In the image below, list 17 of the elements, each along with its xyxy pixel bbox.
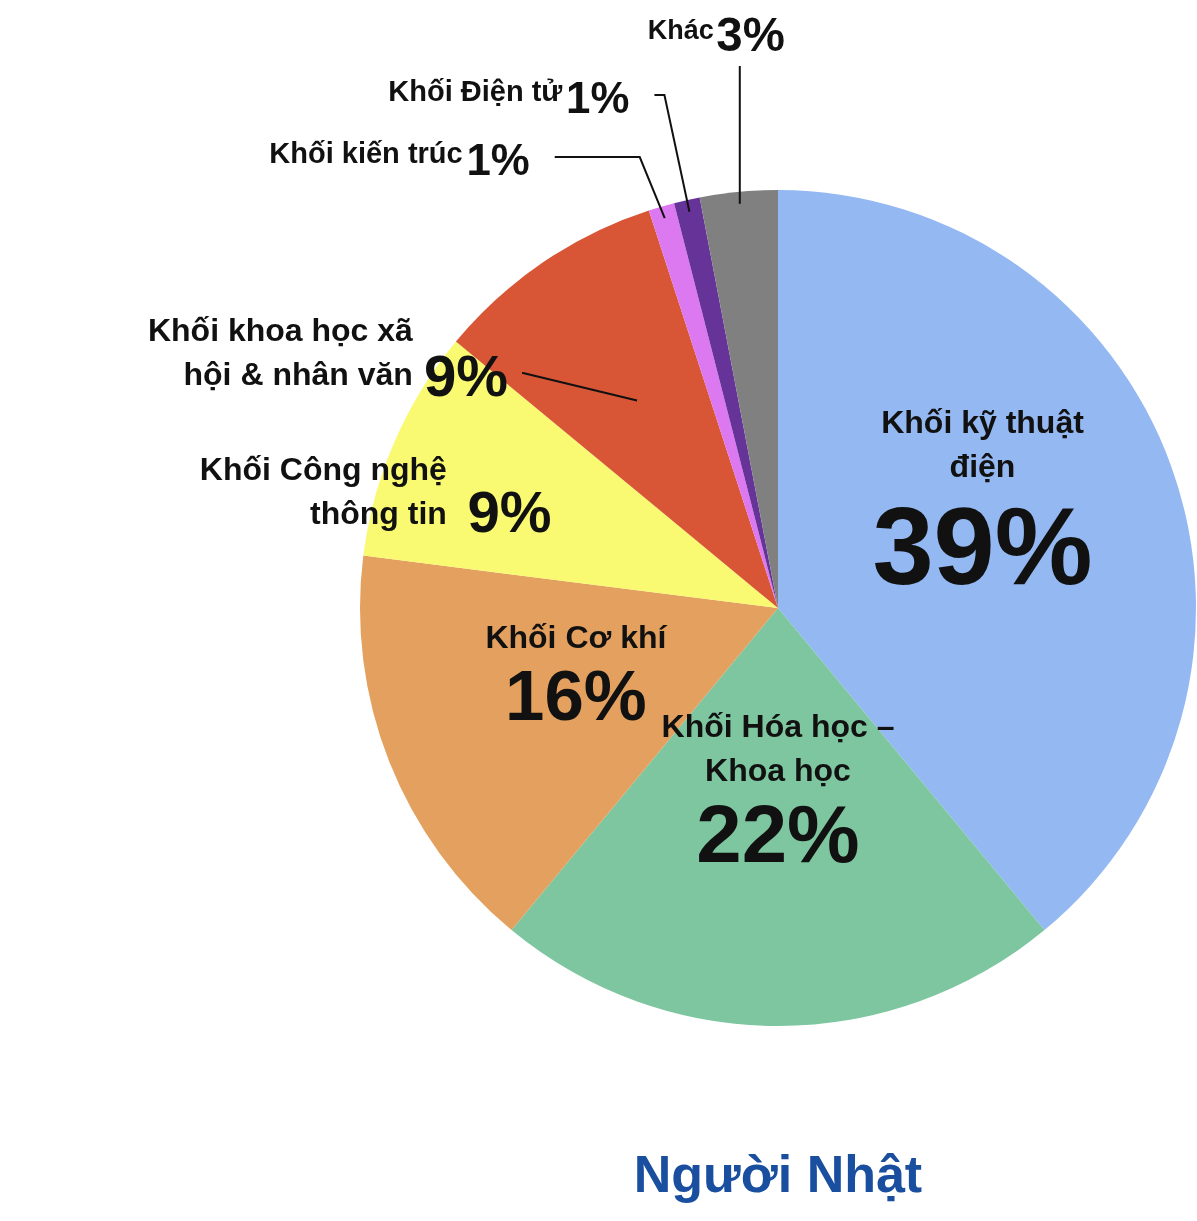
data-label: 9% xyxy=(467,479,552,545)
data-label: 39% xyxy=(872,483,1093,607)
slice-label: Khối Cơ khí xyxy=(485,619,668,656)
pie-slice xyxy=(699,190,778,608)
data-label: 1% xyxy=(566,73,630,122)
slice-label: Khác xyxy=(647,15,714,45)
data-label: 3% xyxy=(716,8,785,61)
data-label: 16% xyxy=(505,655,647,735)
text: Người Nhật xyxy=(633,1145,923,1203)
data-label: 9% xyxy=(423,343,509,409)
data-label: 1% xyxy=(466,135,530,184)
slice-label: Khối khoa học xã hội & nhân văn xyxy=(147,311,414,392)
slice-label: Khối Điện tử xyxy=(388,75,563,107)
slice-label: Khối kỹ thuật điện xyxy=(881,403,1085,484)
pie-slice xyxy=(674,197,778,608)
data-label: 22% xyxy=(696,788,860,880)
slice-label: Khối kiến trúc xyxy=(269,137,463,169)
